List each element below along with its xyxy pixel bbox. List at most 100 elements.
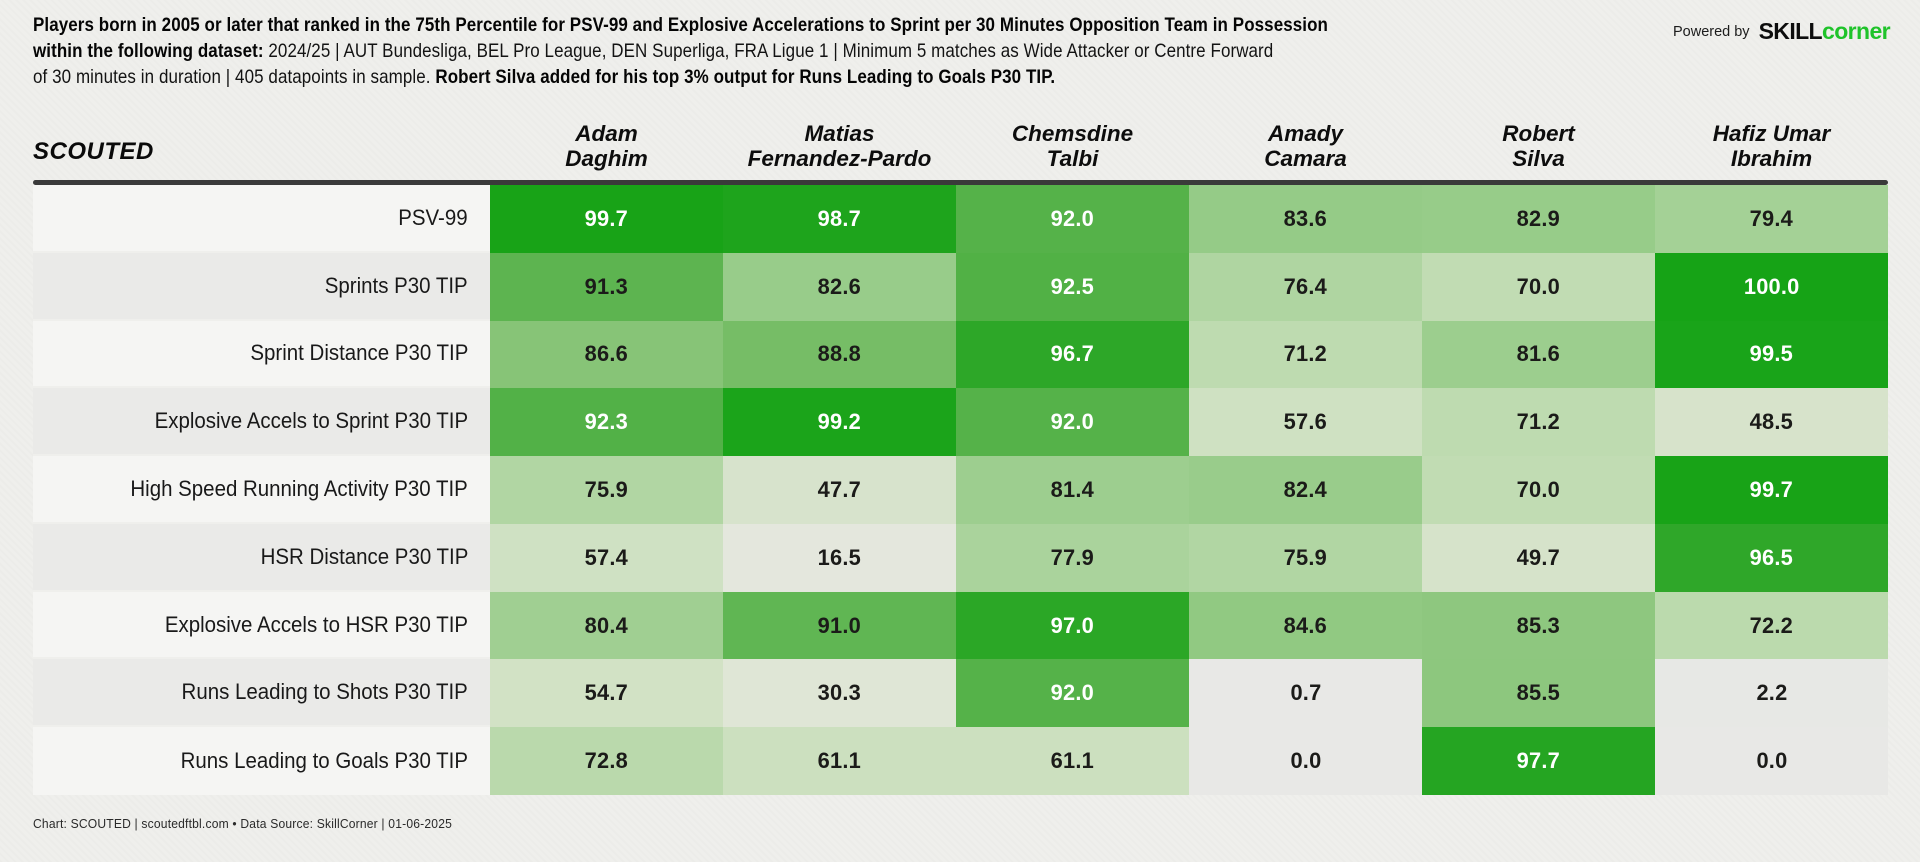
heatmap-cell: 57.4 xyxy=(490,523,723,592)
skillcorner-logo-corner: corner xyxy=(1822,18,1891,44)
heatmap-cell: 99.5 xyxy=(1655,320,1888,389)
metric-label: HSR Distance P30 TIP xyxy=(260,543,468,569)
cell-value: 0.0 xyxy=(1756,748,1787,774)
heatmap-cell: 16.5 xyxy=(723,523,956,592)
heatmap-cell: 77.9 xyxy=(956,523,1189,592)
powered-by: Powered by SKILLcorner xyxy=(1673,18,1891,44)
heatmap-cell: 100.0 xyxy=(1655,252,1888,321)
player-name-line: Talbi xyxy=(1046,146,1099,171)
cell-value: 54.7 xyxy=(584,680,629,706)
heatmap-cell: 61.1 xyxy=(723,727,956,796)
heatmap-cell: 88.8 xyxy=(723,320,956,389)
cell-value: 0.0 xyxy=(1290,748,1321,774)
player-name-line: Daghim xyxy=(565,146,648,171)
heatmap-cell: 0.0 xyxy=(1655,727,1888,796)
heatmap-cell: 81.4 xyxy=(956,456,1189,524)
cell-value: 48.5 xyxy=(1749,409,1794,435)
cell-value: 71.2 xyxy=(1283,341,1328,367)
heatmap-cell: 61.1 xyxy=(956,727,1189,796)
cell-value: 97.7 xyxy=(1516,748,1561,774)
cell-value: 84.6 xyxy=(1283,612,1328,638)
cell-value: 72.8 xyxy=(584,748,629,774)
heatmap-cell: 49.7 xyxy=(1422,523,1655,592)
heatmap-cell: 81.6 xyxy=(1422,320,1655,389)
heatmap-cell: 2.2 xyxy=(1655,659,1888,728)
player-name-line: Chemsdine xyxy=(1011,121,1134,146)
heatmap-cell: 82.6 xyxy=(723,252,956,321)
metric-label: Sprint Distance P30 TIP xyxy=(250,340,468,366)
player-header-2: Matias Fernandez-Pardo xyxy=(723,121,956,180)
cell-value: 85.3 xyxy=(1516,612,1561,638)
heatmap-cell: 92.0 xyxy=(956,659,1189,728)
title-line: within the following dataset: 2024/25 | … xyxy=(33,38,1328,64)
heatmap-cell: 79.4 xyxy=(1655,185,1888,253)
heatmap-cell: 92.5 xyxy=(956,252,1189,321)
cell-value: 99.2 xyxy=(817,409,862,435)
cell-value: 92.5 xyxy=(1050,273,1095,299)
heatmap-cell: 76.4 xyxy=(1189,252,1422,321)
cell-value: 88.8 xyxy=(817,341,862,367)
cell-value: 70.0 xyxy=(1516,477,1561,503)
title-line: Players born in 2005 or later that ranke… xyxy=(33,12,1328,38)
cell-value: 57.6 xyxy=(1283,409,1328,435)
player-name-line: Amady xyxy=(1267,121,1344,146)
heatmap-cell: 92.0 xyxy=(956,388,1189,457)
heatmap-cell: 91.3 xyxy=(490,252,723,321)
heatmap-cell: 96.5 xyxy=(1655,523,1888,592)
player-name-line: Ibrahim xyxy=(1730,146,1813,171)
cell-value: 76.4 xyxy=(1283,273,1328,299)
cell-value: 49.7 xyxy=(1516,544,1561,570)
cell-value: 75.9 xyxy=(1283,544,1328,570)
skillcorner-logo-skill: SKILL xyxy=(1758,18,1823,44)
cell-value: 0.7 xyxy=(1290,680,1321,706)
table-row: Explosive Accels to HSR P30 TIP 80.4 91.0 9… xyxy=(33,591,1888,660)
metric-label-cell: Sprint Distance P30 TIP xyxy=(33,320,490,389)
chart-title: Players born in 2005 or later that ranke… xyxy=(33,12,1521,90)
cell-value: 61.1 xyxy=(1050,748,1095,774)
title-line: of 30 minutes in duration | 405 datapoin… xyxy=(33,64,1328,90)
player-header-5: Robert Silva xyxy=(1422,121,1655,180)
player-header-1: Adam Daghim xyxy=(490,121,723,180)
heatmap-cell: 99.7 xyxy=(490,185,723,253)
metric-label: Runs Leading to Shots P30 TIP xyxy=(181,679,468,705)
cell-value: 16.5 xyxy=(817,544,862,570)
cell-value: 91.0 xyxy=(817,612,862,638)
table-header-row: SCOUTED Adam Daghim Matias Fernandez-Pardo C… xyxy=(33,99,1888,180)
title-segment: of 30 minutes in duration | 405 datapoin… xyxy=(33,66,436,88)
title-segment: 2024/25 | AUT Bundesliga, BEL Pro League… xyxy=(268,40,1274,62)
heatmap-cell: 57.6 xyxy=(1189,388,1422,457)
player-name-line: Fernandez-Pardo xyxy=(747,146,932,171)
heatmap-cell: 0.0 xyxy=(1189,727,1422,796)
heatmap-cell: 54.7 xyxy=(490,659,723,728)
table-row: Explosive Accels to Sprint P30 TIP 92.3 99… xyxy=(33,388,1888,457)
cell-value: 99.7 xyxy=(1749,477,1794,503)
cell-value: 81.6 xyxy=(1516,341,1561,367)
cell-value: 98.7 xyxy=(817,205,862,231)
player-name-line: Matias xyxy=(804,121,875,146)
heatmap-cell: 72.2 xyxy=(1655,591,1888,660)
heatmap-cell: 86.6 xyxy=(490,320,723,389)
cell-value: 82.9 xyxy=(1516,205,1561,231)
player-name-line: Silva xyxy=(1512,146,1565,171)
heatmap-cell: 85.5 xyxy=(1422,659,1655,728)
heatmap-cell: 47.7 xyxy=(723,456,956,524)
title-segment: within the following dataset: xyxy=(33,40,269,62)
heatmap-cell: 92.3 xyxy=(490,388,723,457)
heatmap-cell: 99.7 xyxy=(1655,456,1888,524)
heatmap-cell: 71.2 xyxy=(1422,388,1655,457)
cell-value: 82.6 xyxy=(817,273,862,299)
cell-value: 83.6 xyxy=(1283,205,1328,231)
cell-value: 92.0 xyxy=(1050,409,1095,435)
title-segment: Players born in 2005 or later that ranke… xyxy=(33,14,1328,36)
cell-value: 81.4 xyxy=(1050,477,1095,503)
player-name-line: Adam xyxy=(575,121,638,146)
heatmap-cell: 99.2 xyxy=(723,388,956,457)
metric-label-cell: High Speed Running Activity P30 TIP xyxy=(33,456,490,524)
metric-label-cell: Explosive Accels to Sprint P30 TIP xyxy=(33,388,490,457)
cell-value: 99.7 xyxy=(584,205,629,231)
heatmap-cell: 48.5 xyxy=(1655,388,1888,457)
heatmap-cell: 71.2 xyxy=(1189,320,1422,389)
metric-label: PSV-99 xyxy=(398,204,468,230)
cell-value: 30.3 xyxy=(817,680,862,706)
